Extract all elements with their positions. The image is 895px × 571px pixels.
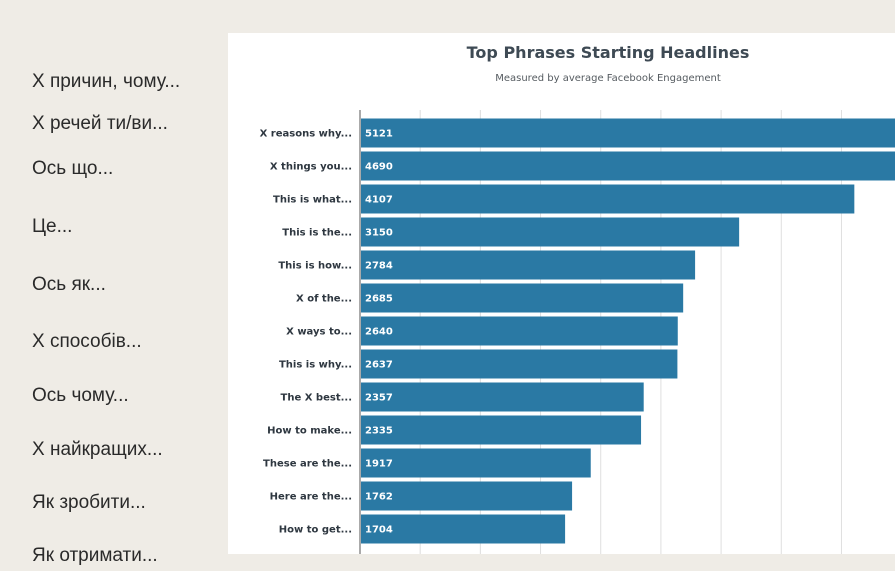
value-label: 1917 xyxy=(365,459,393,470)
value-label: 3150 xyxy=(365,228,393,239)
translation-label: Це... xyxy=(32,216,73,237)
translation-label: Х найкращих... xyxy=(32,439,163,460)
category-label: X things you... xyxy=(270,162,352,173)
category-label: X ways to... xyxy=(286,327,352,338)
bar xyxy=(361,448,591,478)
translation-label: Х речей ти/ви... xyxy=(32,113,168,134)
bar xyxy=(361,118,895,148)
translation-label: Як зробити... xyxy=(32,492,146,513)
category-label: This is why... xyxy=(279,360,352,371)
bar xyxy=(361,151,895,181)
value-label: 2640 xyxy=(365,327,393,338)
chart-plot-area: X reasons why... 5121 X things you... 4690 T… xyxy=(260,110,895,554)
category-label: The X best... xyxy=(281,393,352,404)
bar xyxy=(361,514,566,544)
translation-label: Х причин, чому... xyxy=(32,71,181,92)
chart-subtitle: Measured by average Facebook Engagement xyxy=(495,73,721,84)
bar xyxy=(361,415,642,445)
value-label: 4107 xyxy=(365,195,393,206)
value-label: 2637 xyxy=(365,360,393,371)
translation-label: Ось як... xyxy=(32,274,106,295)
bar xyxy=(361,217,740,247)
category-label: How to make... xyxy=(267,426,352,437)
category-label: This is how... xyxy=(278,261,352,272)
value-label: 5121 xyxy=(365,129,393,140)
category-label: These are the... xyxy=(263,459,352,470)
value-label: 2685 xyxy=(365,294,393,305)
translated-labels-column: Х причин, чому... Х речей ти/ви... Ось що.… xyxy=(0,0,228,571)
value-label: 2335 xyxy=(365,426,393,437)
bar xyxy=(361,382,644,412)
value-label: 1762 xyxy=(365,492,393,503)
translation-label: Як отримати... xyxy=(32,545,158,566)
category-label: X reasons why... xyxy=(260,129,352,140)
value-label: 4690 xyxy=(365,162,393,173)
category-label: Here are the... xyxy=(270,492,352,503)
value-label: 2784 xyxy=(365,261,393,272)
bar xyxy=(361,250,696,280)
chart-title: Top Phrases Starting Headlines xyxy=(466,43,750,62)
category-label: This is the... xyxy=(282,228,352,239)
bar xyxy=(361,349,678,379)
bar xyxy=(361,316,678,346)
category-label: How to get... xyxy=(279,525,352,536)
value-label: 2357 xyxy=(365,393,393,404)
translation-label: Х способів... xyxy=(32,331,142,352)
category-label: X of the... xyxy=(296,294,352,305)
translation-label: Ось що... xyxy=(32,158,114,179)
category-label: This is what... xyxy=(273,195,352,206)
bar-chart: Top Phrases Starting Headlines Measured … xyxy=(228,33,895,554)
translation-label: Ось чому... xyxy=(32,385,129,406)
bar xyxy=(361,184,855,214)
value-label: 1704 xyxy=(365,525,393,536)
bar xyxy=(361,481,573,511)
bar xyxy=(361,283,684,313)
